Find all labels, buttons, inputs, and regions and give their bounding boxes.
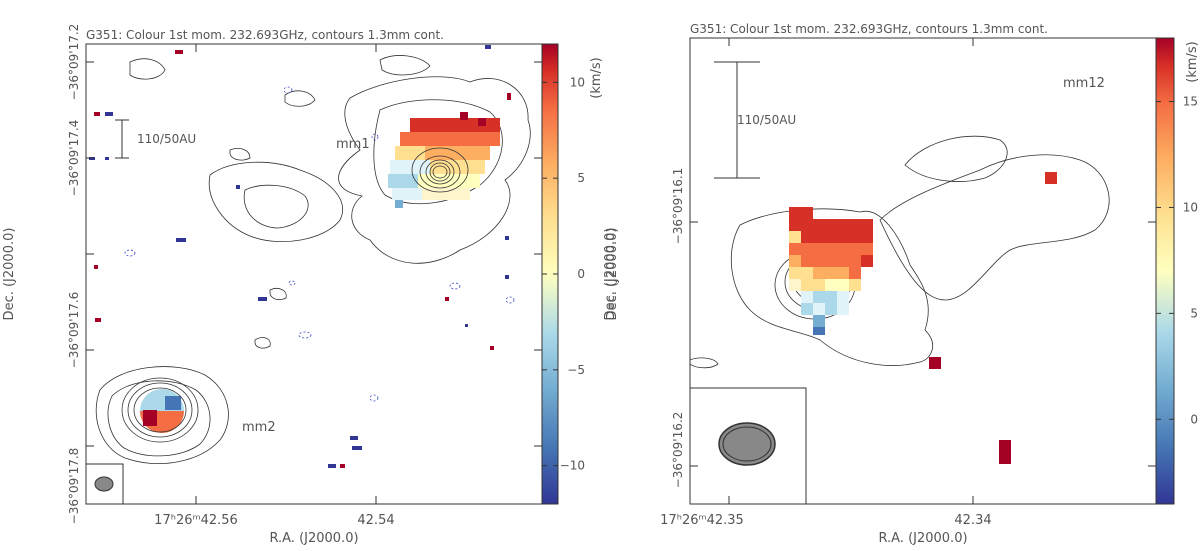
- right-xlabel: R.A. (J2000.0): [878, 531, 967, 546]
- left-colorbar: 10 5 0 −5 −10 (km/s) Dec. (J2000.0): [541, 43, 620, 505]
- right-cbar-tick-label-0: 15: [1183, 95, 1198, 109]
- left-cbar-tick-label-3: −5: [567, 363, 585, 377]
- left-map: 110/50AU mm1 mm2: [85, 45, 531, 505]
- right-map: 110/50AU mm12: [689, 61, 1110, 505]
- left-xtick-1: 42.54: [357, 513, 394, 528]
- left-cbar-tick-label-4: −10: [560, 459, 585, 473]
- left-frame: [85, 43, 543, 505]
- right-colorbar-label: (km/s): [1185, 41, 1200, 83]
- mm2-velocity-field: [121, 377, 199, 443]
- left-cbar-tick-label-1: 5: [577, 171, 585, 185]
- left-cbar-tick-label-2: 0: [577, 267, 585, 281]
- left-scale-bar: 110/50AU: [115, 119, 196, 159]
- left-title: G351: Colour 1st mom. 232.693GHz, contou…: [86, 28, 444, 42]
- mm12-velocity-field: [789, 207, 873, 335]
- mm12-label: mm12: [1063, 76, 1105, 91]
- left-cbar-tick-label-0: 10: [570, 75, 585, 89]
- mm1-label: mm1: [336, 137, 370, 152]
- right-ticks: [690, 38, 1156, 504]
- right-scale-bar: 110/50AU: [714, 61, 796, 179]
- left-panel: G351: Colour 1st mom. 232.693GHz, contou…: [2, 24, 620, 546]
- left-ticks: [86, 44, 542, 504]
- left-colorbar-label: (km/s): [589, 57, 604, 99]
- right-cbar-tick-label-1: 10: [1183, 200, 1198, 214]
- right-panel: G351: Colour 1st mom. 232.693GHz, contou…: [603, 22, 1200, 546]
- left-continuum-contours: [95, 55, 531, 464]
- right-noise-pixels: [929, 172, 1057, 464]
- mm1-velocity-field: [388, 112, 500, 208]
- left-scale-bar-label: 110/50AU: [137, 132, 196, 146]
- left-xtick-0: 17ʰ26ᵐ42.56: [154, 513, 238, 528]
- left-ylabel: Dec. (J2000.0): [2, 228, 17, 321]
- right-xtick-0: 17ʰ26ᵐ42.35: [660, 513, 744, 528]
- right-cbar-tick-label-2: 5: [1190, 306, 1198, 320]
- left-ytick-0: −36°09'17.2: [67, 24, 81, 101]
- right-ylabel: Dec. (J2000.0): [603, 228, 618, 321]
- mm2-label: mm2: [242, 420, 276, 435]
- left-ytick-2: −36°09'17.6: [67, 292, 81, 369]
- right-colorbar: 15 10 5 0 (km/s): [1155, 37, 1200, 505]
- left-xlabel: R.A. (J2000.0): [269, 531, 358, 546]
- right-title: G351: Colour 1st mom. 232.693GHz, contou…: [690, 22, 1048, 36]
- left-ytick-1: −36°09'17.4: [67, 120, 81, 197]
- right-xtick-1: 42.34: [954, 513, 991, 528]
- left-negative-contours: [124, 86, 515, 402]
- right-continuum-contours: [689, 135, 1110, 369]
- right-ytick-0: −36°09'16.1: [671, 168, 685, 245]
- right-cbar-tick-label-3: 0: [1190, 412, 1198, 426]
- right-scale-bar-label: 110/50AU: [737, 113, 796, 127]
- left-beam-inset: [85, 463, 124, 505]
- left-colorbar-axis-label: Dec. (J2000.0): [605, 228, 620, 321]
- right-beam-inset: [689, 387, 807, 505]
- right-ytick-1: −36°09'16.2: [671, 412, 685, 489]
- left-ytick-3: −36°09'17.8: [67, 448, 81, 525]
